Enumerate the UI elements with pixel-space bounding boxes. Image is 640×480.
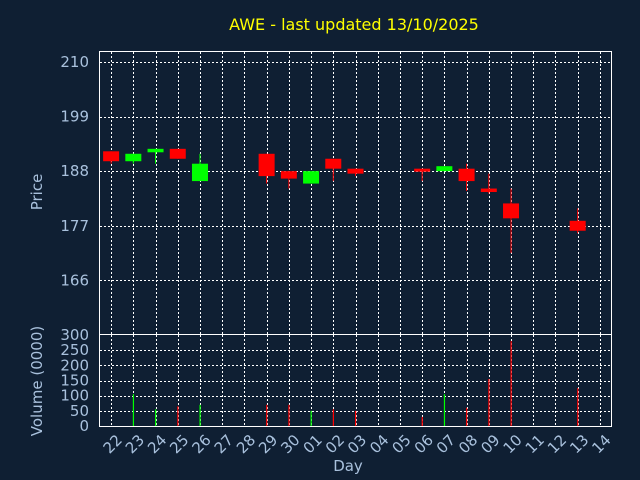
volume-bar: [488, 378, 490, 426]
candle-body: [436, 166, 453, 172]
candle-body: [147, 148, 164, 153]
volume-bars: [132, 341, 579, 426]
price-panel: 166 177 188 199 210 Price: [28, 51, 612, 335]
candle: [258, 153, 275, 184]
candle: [414, 168, 431, 182]
candle: [147, 148, 164, 164]
volume-bar: [199, 404, 201, 426]
candle-body: [125, 153, 142, 162]
volume-y-tick-label: 150: [60, 372, 89, 390]
candle: [303, 171, 320, 184]
volume-bar: [355, 410, 357, 426]
candle-body: [103, 151, 120, 162]
volume-y-tick-label: 50: [70, 402, 89, 420]
candle-body: [303, 171, 320, 184]
price-y-axis-label: Price: [28, 174, 46, 211]
candle: [169, 148, 186, 159]
candle-body: [458, 168, 475, 182]
volume-bar: [155, 409, 157, 426]
price-y-tick-label: 166: [60, 271, 89, 289]
volume-bar: [443, 394, 446, 426]
candle: [347, 168, 364, 177]
x-axis-label: Day: [333, 457, 363, 475]
candle: [125, 153, 142, 164]
chart-title: AWE - last updated 13/10/2025: [229, 15, 479, 34]
volume-bar: [310, 410, 312, 426]
volume-y-tick-label: 0: [79, 417, 89, 435]
volume-bar: [132, 394, 135, 426]
candle-body: [569, 220, 586, 231]
candle-body: [414, 168, 431, 172]
candle: [325, 158, 342, 182]
x-tick-labels: 2223242526272829300102030405060708091011…: [100, 431, 615, 457]
volume-y-tick-label: 100: [60, 387, 89, 405]
candle: [569, 208, 586, 234]
candle-body: [503, 203, 520, 219]
candle-body: [191, 163, 208, 182]
candle-body: [169, 148, 186, 159]
candle: [436, 166, 453, 172]
volume-y-tick-label: 250: [60, 341, 89, 359]
candle: [480, 173, 497, 194]
candle-body: [280, 171, 297, 179]
price-y-tick-label: 210: [60, 53, 89, 71]
candle: [503, 188, 520, 254]
volume-y-tick-label: 200: [60, 356, 89, 374]
candle-body: [325, 158, 342, 169]
volume-bar: [177, 406, 179, 426]
volume-y-tick-label: 300: [60, 326, 89, 344]
candle: [280, 171, 297, 189]
price-candles: [103, 148, 586, 254]
candle: [103, 151, 120, 164]
candle-body: [258, 153, 275, 177]
price-y-tick-label: 188: [60, 162, 89, 180]
price-y-tick-labels: 166 177 188 199 210: [60, 53, 89, 289]
candle: [191, 153, 208, 182]
volume-bar: [421, 416, 423, 426]
price-y-tick-label: 177: [60, 217, 89, 235]
volume-bar: [466, 407, 468, 426]
candle-body: [480, 188, 497, 193]
price-y-tick-label: 199: [60, 108, 89, 126]
volume-bar: [577, 388, 579, 426]
volume-bar: [332, 409, 334, 426]
volume-bar: [510, 341, 512, 426]
volume-bar: [266, 404, 268, 426]
volume-plot-frame: [99, 334, 612, 427]
volume-y-axis-label: Volume (0000): [28, 326, 46, 436]
candle: [458, 163, 475, 192]
candle-body: [347, 168, 364, 174]
volume-bar: [288, 404, 290, 426]
